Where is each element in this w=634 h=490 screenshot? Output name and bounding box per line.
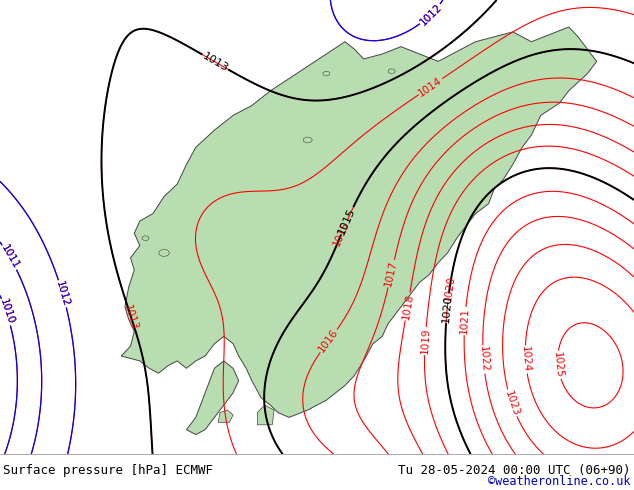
Text: 1020: 1020 (443, 274, 456, 302)
Text: 1022: 1022 (477, 346, 489, 373)
Text: 1012: 1012 (418, 2, 444, 27)
Text: 1016: 1016 (317, 327, 340, 354)
Polygon shape (388, 69, 396, 74)
Text: 1021: 1021 (459, 308, 470, 335)
Polygon shape (159, 249, 170, 256)
Text: 1019: 1019 (419, 328, 431, 355)
Text: 1014: 1014 (417, 75, 444, 98)
Text: 1013: 1013 (122, 303, 140, 332)
Text: 1025: 1025 (552, 351, 564, 378)
Text: 1015: 1015 (337, 206, 358, 236)
Polygon shape (121, 27, 597, 417)
Text: 1011: 1011 (0, 244, 21, 271)
Polygon shape (323, 71, 330, 76)
Polygon shape (186, 361, 238, 435)
Text: 1023: 1023 (503, 389, 521, 417)
Text: 1010: 1010 (0, 298, 15, 326)
Text: 1013: 1013 (200, 50, 230, 74)
Text: 1011: 1011 (0, 244, 21, 271)
Text: Tu 28-05-2024 00:00 UTC (06+90): Tu 28-05-2024 00:00 UTC (06+90) (398, 464, 631, 477)
Polygon shape (304, 137, 313, 143)
Text: 1012: 1012 (54, 280, 71, 308)
Text: 1012: 1012 (418, 2, 444, 27)
Polygon shape (257, 405, 274, 425)
Polygon shape (142, 236, 149, 241)
Text: 1012: 1012 (54, 280, 71, 308)
Polygon shape (218, 410, 233, 422)
Text: 1010: 1010 (0, 298, 15, 326)
Text: 1018: 1018 (401, 293, 415, 320)
Text: 1020: 1020 (441, 294, 453, 323)
Text: 1015: 1015 (332, 220, 351, 247)
Text: ©weatheronline.co.uk: ©weatheronline.co.uk (488, 475, 631, 488)
Text: Surface pressure [hPa] ECMWF: Surface pressure [hPa] ECMWF (3, 464, 213, 477)
Text: 1017: 1017 (384, 260, 399, 288)
Text: 1024: 1024 (520, 346, 531, 373)
